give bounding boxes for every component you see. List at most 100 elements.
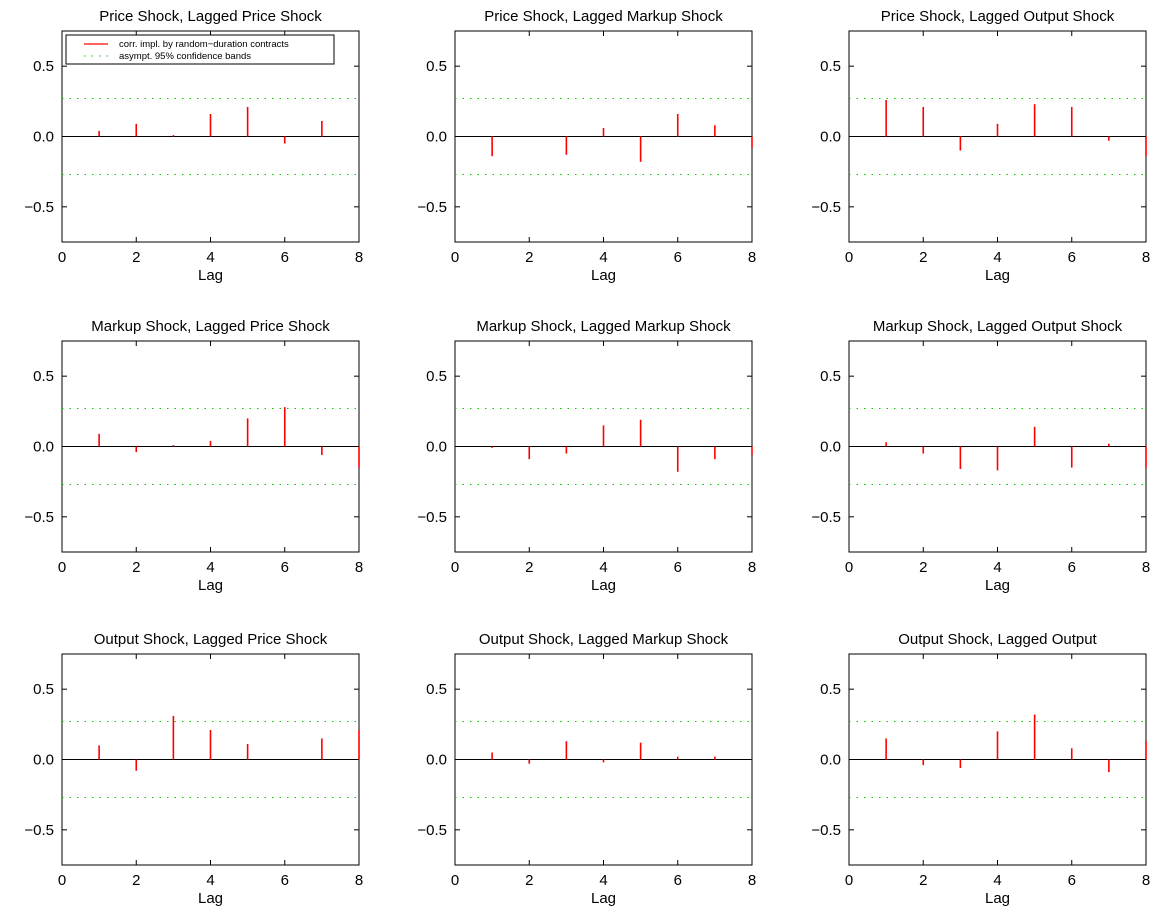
x-tick-label: 8 [748,872,756,889]
y-tick-label: −0.5 [24,199,54,216]
x-tick-label: 0 [451,559,459,576]
x-axis-label: Lag [198,267,223,284]
x-axis-label: Lag [591,890,616,907]
x-tick-label: 2 [525,249,533,266]
x-tick-label: 4 [599,872,607,889]
y-tick-label: −0.5 [24,822,54,839]
x-tick-label: 4 [993,249,1001,266]
x-axis-label: Lag [198,577,223,594]
x-tick-label: 4 [599,559,607,576]
y-tick-label: 0.0 [820,129,841,146]
x-tick-label: 4 [206,872,214,889]
y-tick-label: 0.0 [33,752,54,769]
x-tick-label: 2 [919,559,927,576]
y-tick-label: 0.0 [426,752,447,769]
subplot-2: Price Shock, Lagged Markup Shock 0 2 4 6 8 0.5… [417,8,756,284]
x-tick-label: 0 [58,872,66,889]
subplot-title: Price Shock, Lagged Price Shock [99,8,322,25]
subplot-title: Markup Shock, Lagged Output Shock [873,318,1123,335]
y-tick-label: −0.5 [417,509,447,526]
x-tick-label: 0 [845,559,853,576]
y-tick-label: −0.5 [811,509,841,526]
x-tick-label: 6 [1068,872,1076,889]
y-tick-label: −0.5 [417,199,447,216]
x-tick-label: 4 [206,559,214,576]
x-tick-label: 8 [1142,559,1150,576]
x-tick-label: 0 [58,559,66,576]
subplot-title: Markup Shock, Lagged Markup Shock [476,318,731,335]
x-tick-label: 8 [748,559,756,576]
y-tick-label: 0.5 [33,368,54,385]
x-tick-label: 6 [281,249,289,266]
y-tick-label: 0.5 [33,58,54,75]
x-tick-label: 6 [281,559,289,576]
x-axis-label: Lag [591,267,616,284]
x-tick-label: 0 [845,872,853,889]
x-tick-label: 0 [845,249,853,266]
subplot-title: Output Shock, Lagged Markup Shock [479,631,729,648]
y-tick-label: 0.0 [426,129,447,146]
x-tick-label: 6 [281,872,289,889]
y-tick-label: 0.5 [820,58,841,75]
y-tick-label: 0.5 [426,681,447,698]
x-axis-label: Lag [985,890,1010,907]
x-axis-label: Lag [985,577,1010,594]
y-tick-label: −0.5 [811,199,841,216]
subplot-9: Output Shock, Lagged Output 0 2 4 6 8 0.5 0.0 −0… [811,631,1150,907]
y-tick-label: 0.0 [820,752,841,769]
y-tick-label: 0.0 [33,129,54,146]
x-tick-label: 8 [1142,872,1150,889]
y-tick-label: 0.5 [820,681,841,698]
x-axis-label: Lag [591,577,616,594]
x-axis-label: Lag [198,890,223,907]
subplot-title: Output Shock, Lagged Output [898,631,1097,648]
x-tick-label: 4 [993,559,1001,576]
x-tick-label: 0 [451,872,459,889]
y-tick-label: −0.5 [24,509,54,526]
legend: corr. impl. by random−duration contracts… [65,34,335,65]
subplot-8: Output Shock, Lagged Markup Shock 0 2 4 6 8 0.… [417,631,756,907]
x-tick-label: 2 [525,559,533,576]
x-tick-label: 4 [206,249,214,266]
y-tick-label: 0.5 [426,58,447,75]
x-tick-label: 8 [355,559,363,576]
x-axis-label: Lag [985,267,1010,284]
x-tick-label: 0 [58,249,66,266]
subplot-1: Price Shock, Lagged Price Shock 0 2 4 6 8 0.5 0… [24,8,363,284]
y-tick-label: 0.0 [426,439,447,456]
subplot-6: Markup Shock, Lagged Output Shock 0 2 4 6 8 0.… [811,318,1150,594]
subplot-title: Price Shock, Lagged Markup Shock [484,8,723,25]
x-tick-label: 4 [599,249,607,266]
x-tick-label: 4 [993,872,1001,889]
x-tick-label: 6 [674,249,682,266]
subplot-4: Markup Shock, Lagged Price Shock 0 2 4 6 8 0.5… [24,318,363,594]
legend-band-label: asympt. 95% confidence bands [119,51,251,62]
y-tick-label: 0.0 [820,439,841,456]
x-tick-label: 6 [1068,249,1076,266]
subplot-7: Output Shock, Lagged Price Shock 0 2 4 6 8 0.5… [24,631,363,907]
legend-box [65,34,335,65]
subplot-title: Markup Shock, Lagged Price Shock [91,318,330,335]
x-tick-label: 8 [1142,249,1150,266]
subplot-title: Price Shock, Lagged Output Shock [881,8,1115,25]
subplot-title: Output Shock, Lagged Price Shock [94,631,328,648]
x-tick-label: 2 [132,559,140,576]
x-tick-label: 8 [355,872,363,889]
legend-corr-label: corr. impl. by random−duration contracts [119,39,289,50]
x-tick-label: 2 [132,872,140,889]
y-tick-label: 0.5 [33,681,54,698]
x-tick-label: 6 [1068,559,1076,576]
y-tick-label: 0.5 [820,368,841,385]
y-tick-label: 0.5 [426,368,447,385]
subplot-5: Markup Shock, Lagged Markup Shock 0 2 4 6 8 0.… [417,318,756,594]
x-tick-label: 6 [674,559,682,576]
y-tick-label: −0.5 [417,822,447,839]
x-tick-label: 8 [355,249,363,266]
x-tick-label: 8 [748,249,756,266]
x-tick-label: 2 [919,249,927,266]
y-tick-label: −0.5 [811,822,841,839]
x-tick-label: 2 [525,872,533,889]
y-tick-label: 0.0 [33,439,54,456]
x-tick-label: 2 [919,872,927,889]
